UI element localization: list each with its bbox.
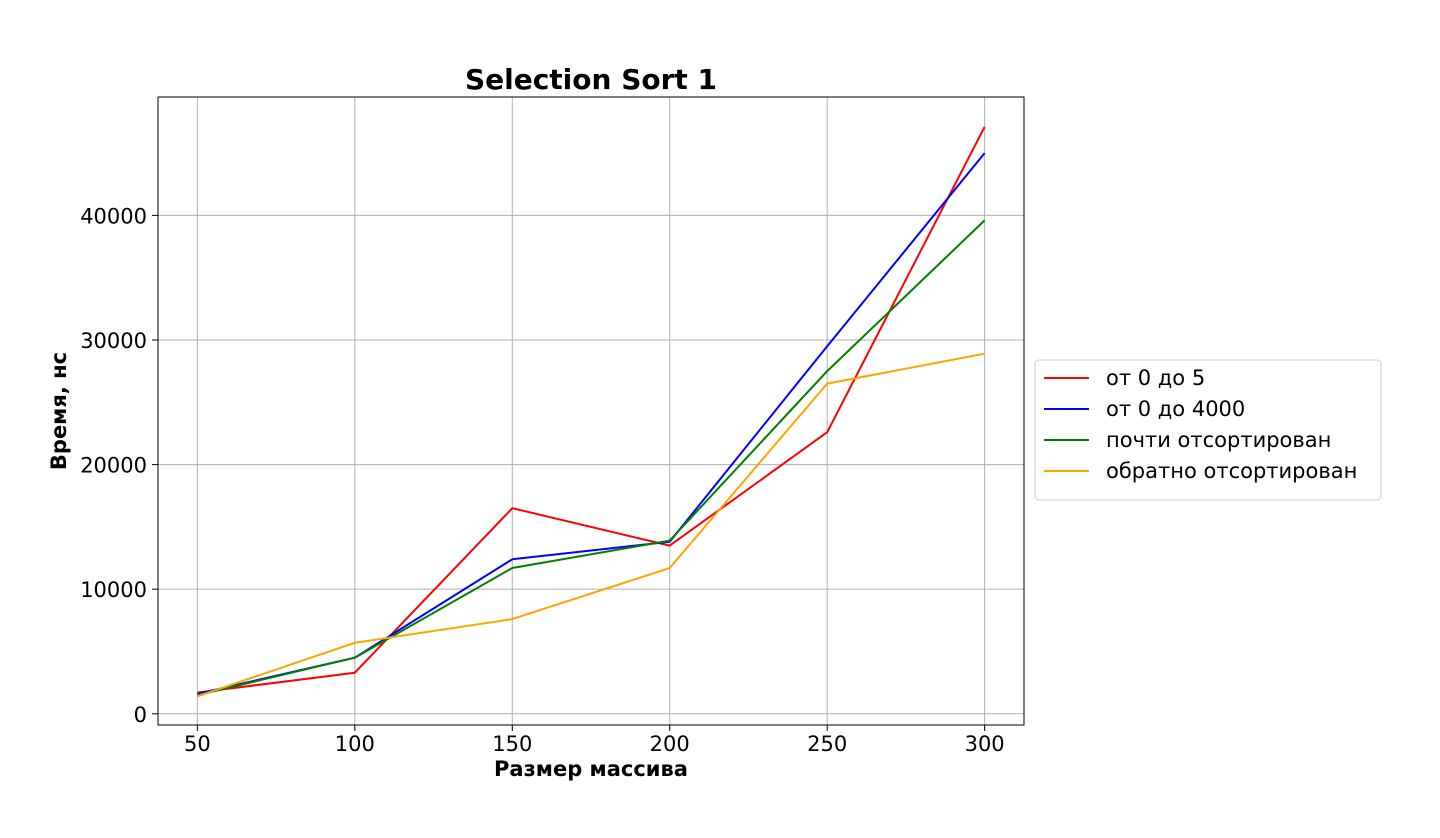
ticks: 50 100 150 200 250 300 0 10000 20000 30000 40000 (80, 204, 1004, 756)
x-tick-label: 50 (184, 732, 211, 756)
series-line-0 (197, 126, 986, 694)
grid (158, 97, 1024, 725)
legend: от 0 до 5 от 0 до 4000 почти отсортирован о… (1034, 359, 1382, 501)
legend-label-1: от 0 до 4000 (1106, 397, 1245, 421)
legend-label-3: обратно отсортирован (1106, 459, 1357, 483)
series-line-1 (197, 152, 986, 695)
y-axis-label: Время, нс (47, 352, 71, 470)
x-tick-label: 250 (807, 732, 847, 756)
series-line-2 (197, 219, 986, 697)
x-axis-label: Размер массива (494, 757, 688, 781)
series-line-3 (197, 352, 985, 698)
y-tick-label: 40000 (80, 204, 147, 228)
y-tick-label: 30000 (80, 329, 147, 353)
y-tick-label: 10000 (80, 578, 147, 602)
x-tick-label: 300 (965, 732, 1005, 756)
chart-title: Selection Sort 1 (465, 63, 717, 96)
x-tick-label: 150 (492, 732, 532, 756)
plot-frame (157, 96, 1025, 726)
y-tick-label: 0 (134, 703, 147, 727)
x-tick-label: 200 (650, 732, 690, 756)
legend-label-2: почти отсортирован (1106, 428, 1331, 452)
series-lines (197, 126, 986, 698)
x-tick-label: 100 (335, 732, 375, 756)
legend-box (1034, 359, 1382, 501)
y-tick-label: 20000 (80, 454, 147, 478)
legend-label-0: от 0 до 5 (1106, 366, 1205, 390)
